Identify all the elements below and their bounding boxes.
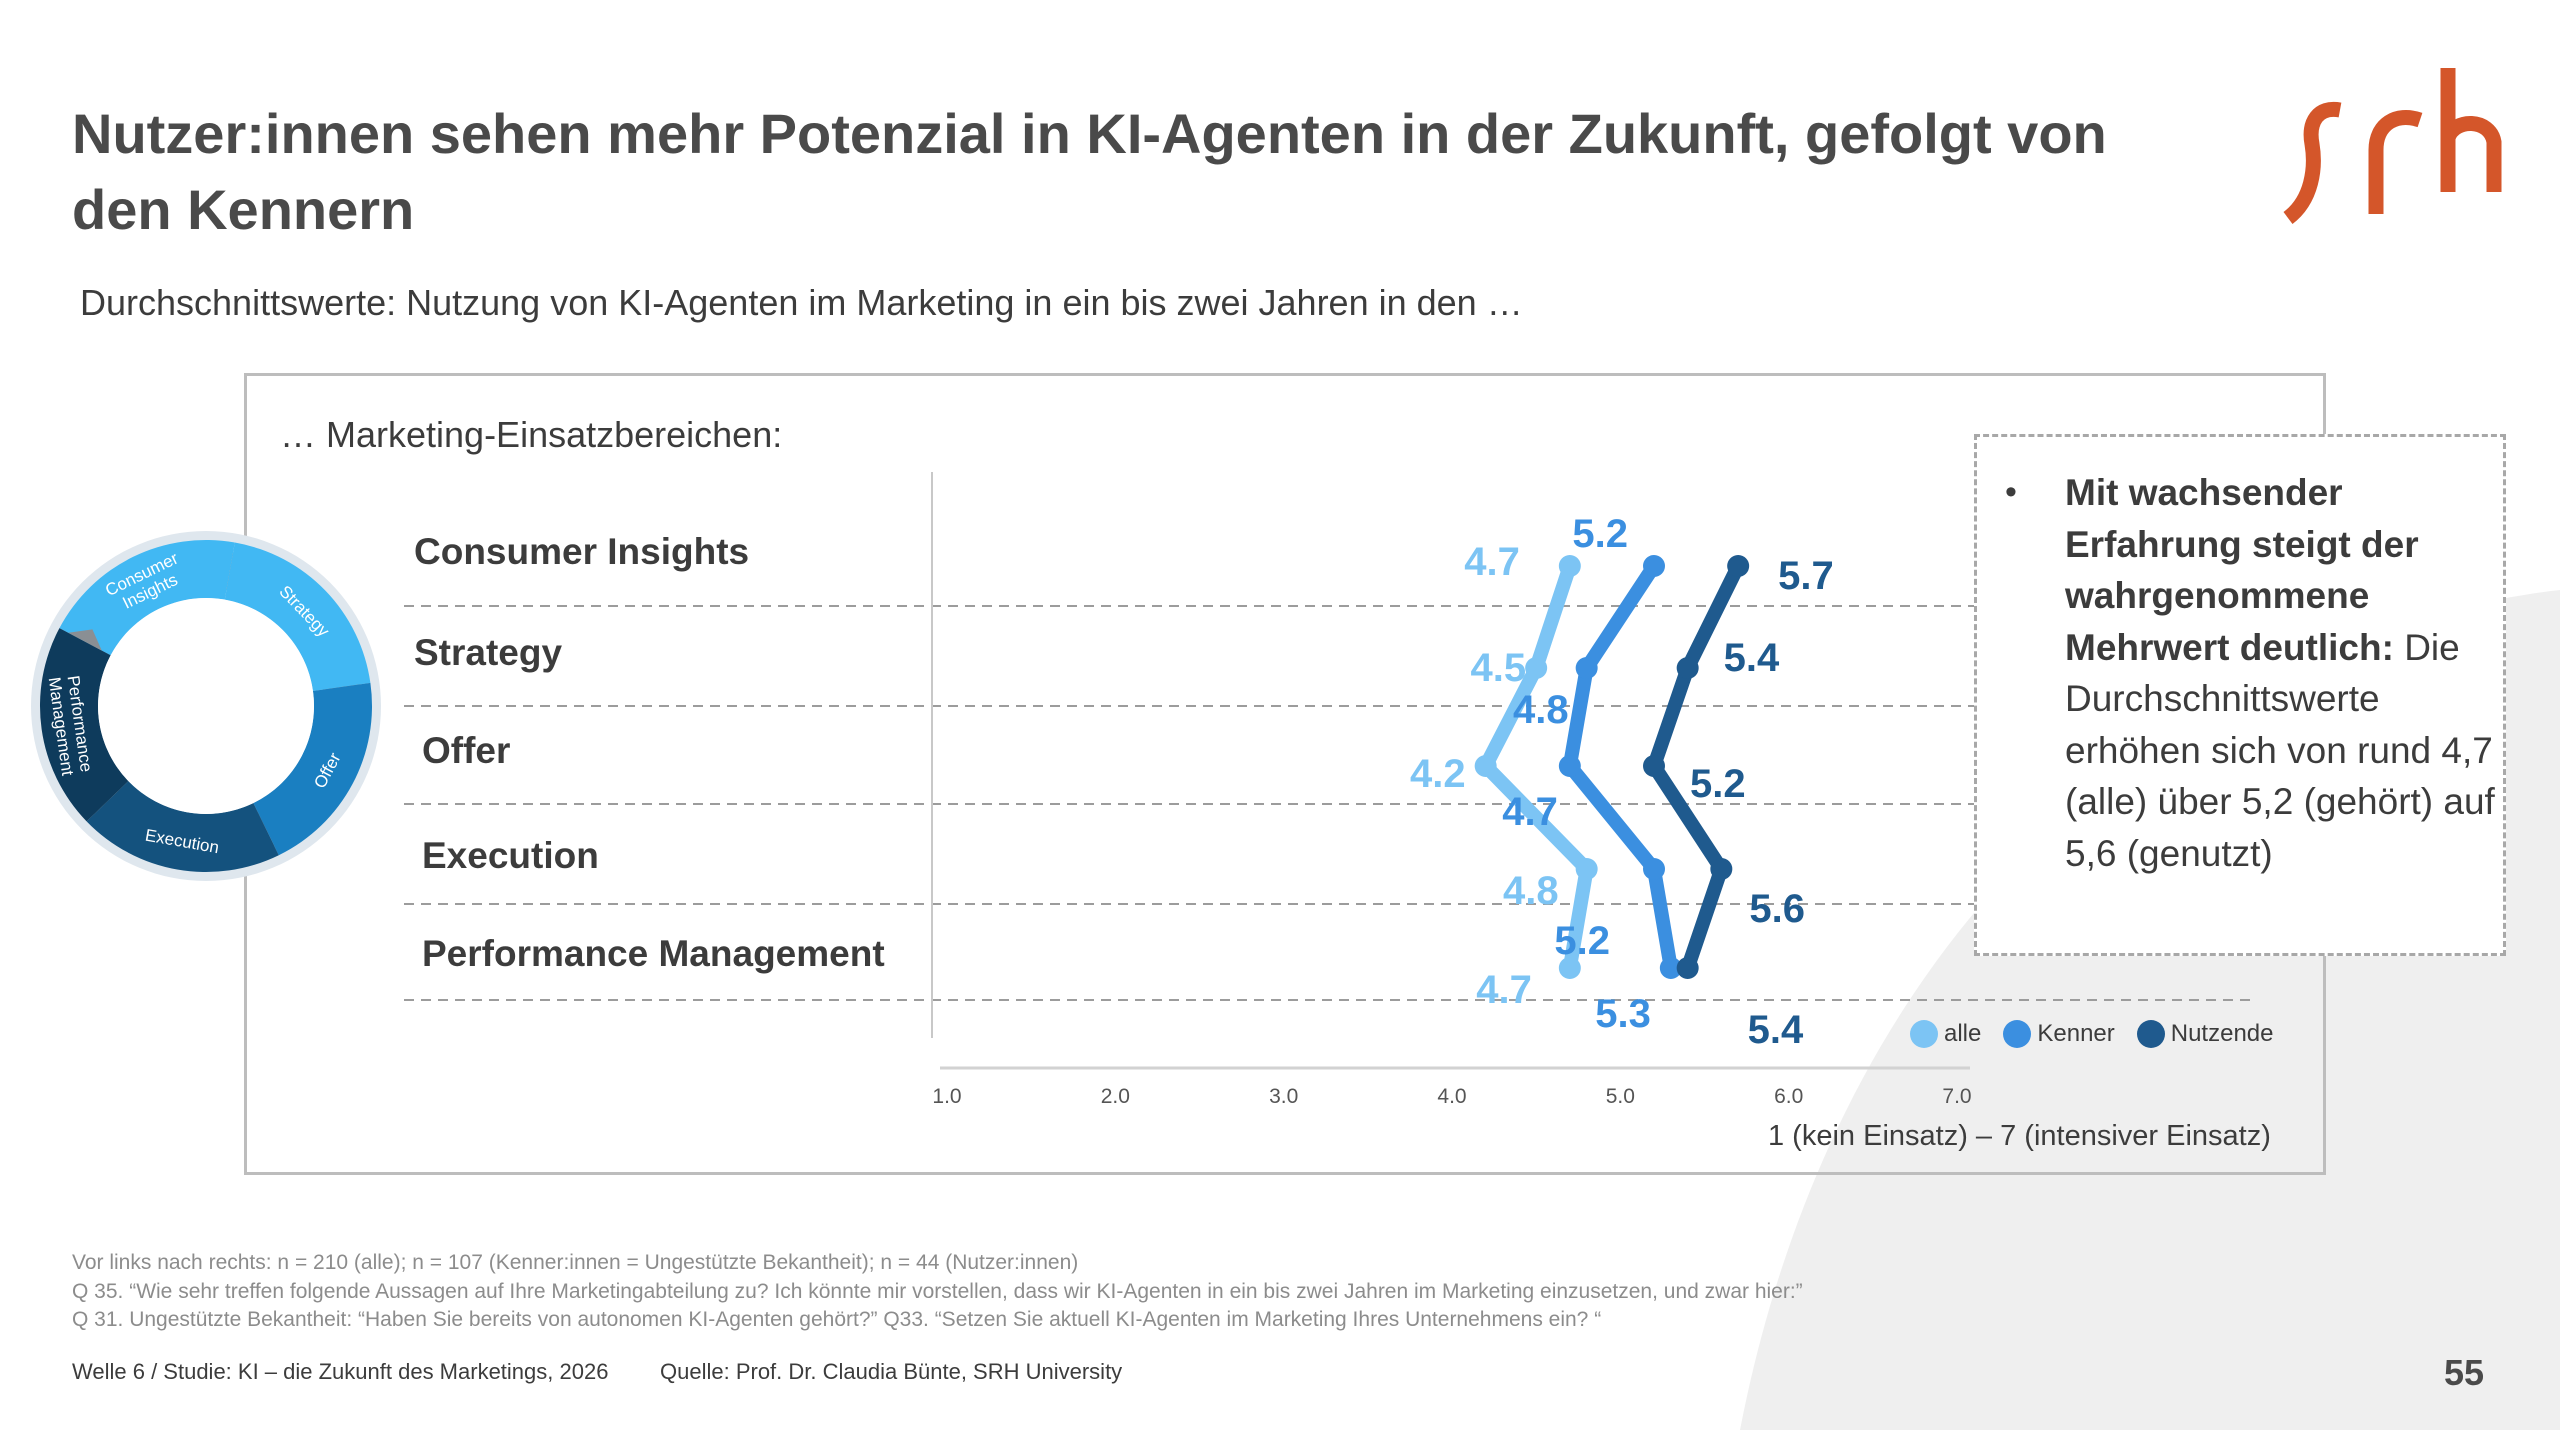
category-execution: Execution	[422, 835, 599, 876]
value-label-nutzende: 5.6	[1749, 887, 1805, 931]
data-point-alle	[1575, 858, 1598, 880]
footnote-sample: Vor links nach rechts: n = 210 (alle); n…	[72, 1251, 1079, 1274]
legend-item-kenner: Kenner	[2003, 1020, 2115, 1048]
ring-segment	[86, 781, 279, 872]
page-number: 55	[2444, 1352, 2485, 1393]
footnote-q31: Q 31. Ungestützte Bekantheit: “Haben Sie…	[72, 1308, 1602, 1331]
x-tick-label: 7.0	[1942, 1085, 1971, 1108]
value-label-alle: 4.7	[1476, 968, 1532, 1012]
x-tick-label: 3.0	[1269, 1085, 1298, 1108]
data-point-alle	[1474, 755, 1497, 777]
data-point-nutzende	[1643, 755, 1665, 777]
legend-label-alle: alle	[1944, 1020, 1982, 1047]
footnote-q35: Q 35. “Wie sehr treffen folgende Aussage…	[72, 1280, 1803, 1303]
x-tick-label: 6.0	[1774, 1085, 1803, 1108]
value-label-alle: 4.7	[1464, 540, 1520, 584]
legend-dot-nutzende	[2136, 1020, 2165, 1048]
category-strategy: Strategy	[414, 632, 563, 673]
x-tick-label: 4.0	[1437, 1085, 1466, 1108]
value-label-nutzende: 5.2	[1690, 762, 1746, 806]
chart-legend: alle Kenner Nutzende	[1910, 1020, 2296, 1048]
data-point-alle	[1525, 657, 1548, 679]
data-point-alle	[1558, 555, 1581, 577]
insight-note: • Mit wachsender Erfahrung steigt der wa…	[1974, 434, 2506, 956]
data-point-kenner	[1643, 858, 1665, 880]
ring-segment	[224, 542, 371, 691]
legend-label-nutzende: Nutzende	[2170, 1020, 2274, 1047]
marketing-cycle-ring: ConsumerInsights StrategyOfferExecutionPe…	[31, 531, 381, 881]
data-point-kenner	[1575, 657, 1598, 679]
footer-study: Welle 6 / Studie: KI – die Zukunft des M…	[72, 1359, 609, 1384]
value-label-kenner: 4.7	[1502, 790, 1558, 834]
value-label-alle: 4.5	[1471, 646, 1527, 690]
data-point-kenner	[1659, 957, 1682, 979]
value-label-kenner: 5.2	[1554, 919, 1610, 963]
ring-segment	[40, 628, 129, 822]
data-point-nutzende	[1710, 858, 1733, 880]
x-tick-label: 2.0	[1101, 1085, 1130, 1108]
value-label-kenner: 5.2	[1572, 512, 1628, 556]
ring-arrow	[68, 629, 102, 651]
legend-dot-kenner	[2003, 1020, 2032, 1048]
category-consumer-insights: Consumer Insights	[414, 531, 750, 572]
note-heading: Mit wachsender Erfahrung steigt der wahr…	[2065, 472, 2419, 668]
data-point-nutzende	[1676, 657, 1699, 679]
legend-item-alle: alle	[1910, 1020, 1981, 1048]
page-title: Nutzer:innen sehen mehr Potenzial in KI-…	[72, 102, 2107, 241]
value-label-kenner: 4.8	[1513, 688, 1569, 732]
srh-logo: srh	[2283, 68, 2502, 224]
value-label-alle: 4.8	[1503, 869, 1559, 913]
data-point-nutzende	[1676, 957, 1699, 979]
data-point-nutzende	[1727, 555, 1750, 577]
x-tick-label: 1.0	[932, 1085, 961, 1108]
data-point-kenner	[1558, 755, 1581, 777]
legend-label-kenner: Kenner	[2037, 1020, 2115, 1047]
x-tick-label: 5.0	[1606, 1085, 1635, 1108]
ring-segment	[253, 682, 372, 856]
footer-source: Quelle: Prof. Dr. Claudia Bünte, SRH Uni…	[660, 1359, 1123, 1384]
value-label-alle: 4.2	[1410, 752, 1466, 796]
value-label-kenner: 5.3	[1595, 992, 1651, 1036]
data-point-alle	[1558, 957, 1581, 979]
value-label-nutzende: 5.4	[1748, 1008, 1804, 1052]
legend-dot-alle	[1910, 1020, 1938, 1048]
x-axis-label: 1 (kein Einsatz) – 7 (intensiver Einsatz…	[1768, 1120, 2271, 1152]
chart-heading: … Marketing-Einsatzbereichen:	[280, 414, 783, 455]
category-offer: Offer	[422, 730, 511, 771]
legend-item-nutzende: Nutzende	[2136, 1020, 2274, 1048]
note-bullet: •	[2005, 473, 2017, 511]
ring-center	[98, 598, 314, 814]
value-label-nutzende: 5.4	[1724, 636, 1780, 680]
data-point-kenner	[1643, 555, 1665, 577]
note-body: Die Durchschnittswerte erhöhen sich von …	[2065, 626, 2495, 874]
page-subtitle: Durchschnittswerte: Nutzung von KI-Agent…	[80, 282, 1523, 323]
ring-segment	[59, 540, 235, 656]
value-label-nutzende: 5.7	[1778, 554, 1834, 598]
category-performance-management: Performance Management	[422, 933, 885, 974]
